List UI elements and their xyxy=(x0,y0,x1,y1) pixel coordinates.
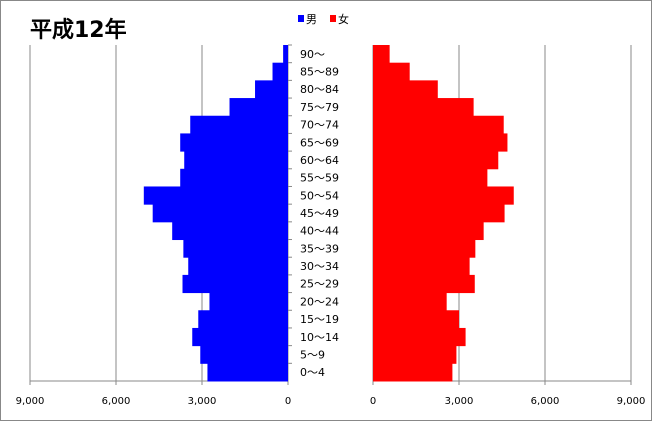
bar-female xyxy=(373,45,390,64)
category-label: 70～74 xyxy=(300,119,339,132)
bar-female xyxy=(373,186,514,205)
bar-male xyxy=(207,363,288,382)
bar-male xyxy=(183,239,288,258)
legend-label-male: 男 xyxy=(306,13,317,26)
category-label: 80～84 xyxy=(300,83,339,96)
x-tick-label-left: 3,000 xyxy=(188,396,217,407)
bar-female xyxy=(373,168,488,187)
bar-female xyxy=(373,151,499,170)
bar-male xyxy=(143,186,288,205)
x-tick-label-right: 3,000 xyxy=(445,396,474,407)
legend-label-female: 女 xyxy=(338,12,349,26)
bar-female xyxy=(373,327,466,347)
bar-female xyxy=(373,221,484,241)
x-tick-label-right: 0 xyxy=(370,396,376,407)
bar-male xyxy=(152,204,288,223)
bar-male xyxy=(172,221,288,241)
legend: 男 女 xyxy=(298,12,349,26)
bar-male xyxy=(180,133,288,152)
bar-male xyxy=(180,168,288,187)
bar-male xyxy=(198,310,288,329)
category-label: 40～44 xyxy=(300,225,339,238)
category-label: 50～54 xyxy=(300,189,339,202)
bar-male xyxy=(188,257,288,276)
bar-male xyxy=(182,274,288,294)
bar-male xyxy=(192,327,288,347)
category-label: 25～29 xyxy=(300,278,339,291)
bar-female xyxy=(373,310,459,329)
bar-female xyxy=(373,257,470,276)
bar-female xyxy=(373,292,447,311)
legend-marker-female xyxy=(330,15,336,22)
category-label: 20～24 xyxy=(300,295,339,308)
category-label: 10～14 xyxy=(300,331,339,344)
category-label: 75～79 xyxy=(300,101,339,114)
bar-male xyxy=(200,345,288,364)
category-label: 55～59 xyxy=(300,172,339,185)
bar-female xyxy=(373,80,438,99)
category-label: 30～34 xyxy=(300,260,339,273)
bar-male xyxy=(229,98,288,117)
bar-female xyxy=(373,363,453,382)
chart-title: 平成12年 xyxy=(30,17,127,43)
bar-male xyxy=(283,45,288,64)
bar-female xyxy=(373,345,457,364)
category-label: 60～64 xyxy=(300,154,339,167)
category-label: 35～39 xyxy=(300,242,339,255)
bar-male xyxy=(190,115,288,134)
x-tick-label-left: 9,000 xyxy=(16,396,45,407)
bar-male xyxy=(255,80,288,99)
category-label: 85～89 xyxy=(300,66,339,79)
category-label: 5～9 xyxy=(300,348,325,361)
bar-male xyxy=(272,62,288,81)
bar-female xyxy=(373,274,475,294)
category-label: 0～4 xyxy=(300,366,325,379)
category-label: 15～19 xyxy=(300,313,339,326)
bar-male xyxy=(209,292,288,311)
x-tick-label-right: 6,000 xyxy=(531,396,560,407)
bar-male xyxy=(184,151,288,170)
bar-female xyxy=(373,239,476,258)
bar-female xyxy=(373,204,505,223)
x-tick-label-left: 6,000 xyxy=(102,396,131,407)
bar-female xyxy=(373,98,474,117)
legend-marker-male xyxy=(298,15,304,22)
x-tick-label-right: 9,000 xyxy=(617,396,646,407)
category-label: 65～69 xyxy=(300,136,339,149)
category-label: 90～ xyxy=(300,48,325,61)
x-tick-label-left: 0 xyxy=(285,396,291,407)
bar-female xyxy=(373,62,410,81)
category-label: 45～49 xyxy=(300,207,339,220)
bar-female xyxy=(373,133,508,152)
bar-female xyxy=(373,115,504,134)
